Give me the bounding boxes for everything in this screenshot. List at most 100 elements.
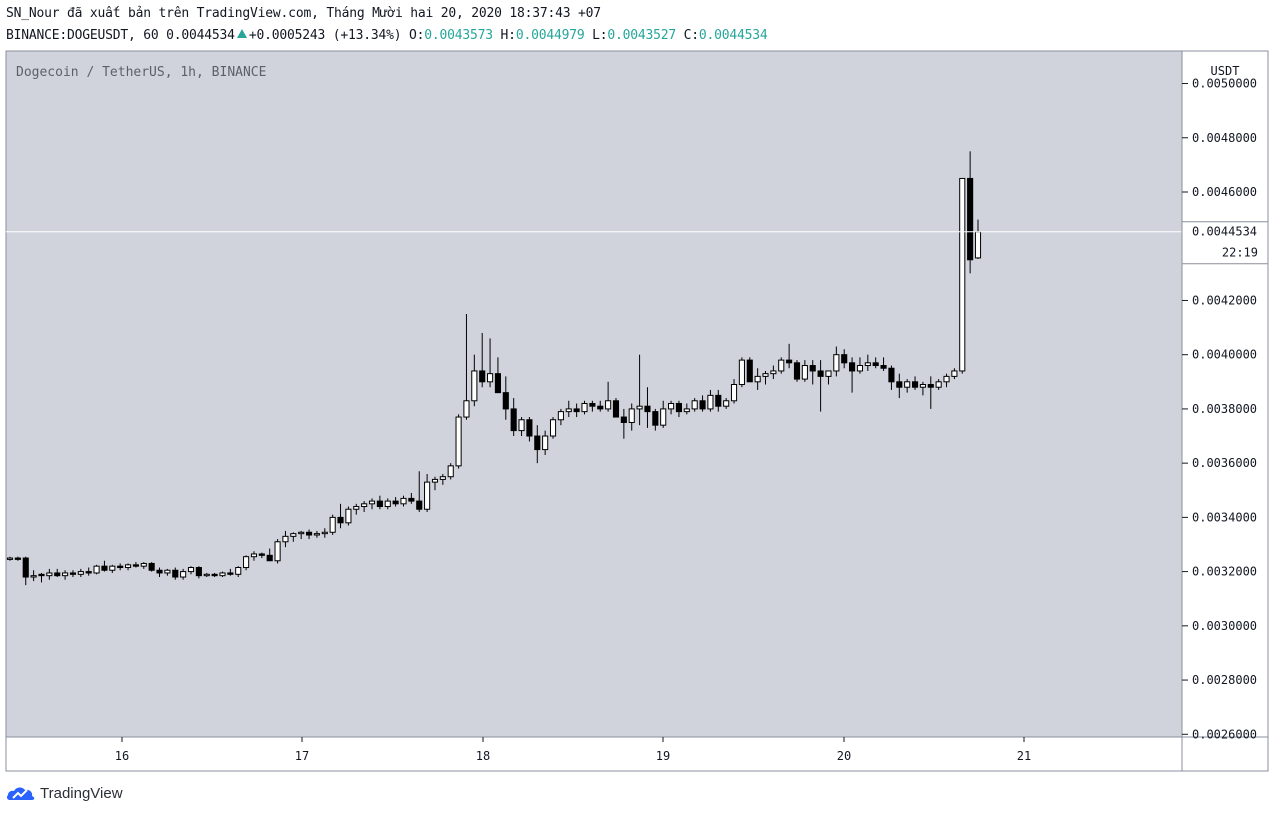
candle: [195, 566, 202, 579]
candle: [101, 560, 108, 572]
y-tick-label: 0.0040000: [1192, 348, 1257, 362]
candle: [455, 414, 462, 469]
candle-body: [172, 569, 179, 578]
candle-body: [376, 500, 383, 508]
candle-body: [290, 533, 297, 537]
candle-body: [817, 370, 824, 377]
candle: [911, 376, 919, 390]
candle: [510, 398, 517, 437]
candle: [809, 360, 816, 385]
candle-body: [565, 408, 572, 413]
open-value: 0.0043573: [424, 28, 493, 43]
candle: [329, 514, 336, 535]
candle-body: [30, 575, 37, 578]
candle: [69, 570, 77, 578]
candle-body: [38, 573, 45, 577]
candle: [290, 532, 297, 542]
candle: [518, 417, 525, 437]
candle-body: [400, 497, 407, 505]
candle: [156, 567, 163, 578]
x-tick-label: 17: [295, 749, 309, 763]
candle: [864, 354, 871, 371]
y-tick-label: 0.0046000: [1192, 185, 1257, 199]
candle: [494, 357, 501, 394]
candle-body: [589, 402, 596, 407]
candle: [337, 503, 344, 529]
candle-body: [313, 533, 320, 536]
candle: [967, 151, 974, 274]
candle: [817, 360, 824, 412]
candle-body: [337, 516, 344, 524]
candle-body: [274, 541, 281, 562]
candle: [959, 177, 966, 374]
candle: [298, 530, 305, 540]
candle-body: [628, 408, 635, 423]
axis-unit-label: USDT: [1211, 64, 1240, 78]
candle-body: [951, 370, 958, 377]
candle-body: [416, 500, 423, 510]
candle: [266, 548, 273, 562]
candle: [951, 368, 958, 380]
y-tick-label: 0.0038000: [1192, 402, 1257, 416]
candle-body: [841, 354, 848, 364]
candle: [62, 570, 69, 580]
price-axis[interactable]: [1181, 50, 1269, 738]
candle: [211, 572, 218, 578]
tradingview-logo[interactable]: TradingView: [6, 784, 123, 802]
candle: [109, 564, 116, 573]
candle-body: [801, 365, 808, 380]
candles: [6, 151, 982, 586]
candle-body: [101, 565, 108, 571]
candle: [872, 357, 879, 369]
candle: [463, 314, 470, 420]
candle: [431, 476, 439, 491]
candle: [542, 430, 549, 456]
candle: [361, 501, 368, 512]
candle-body: [927, 384, 934, 388]
candle-body: [715, 394, 722, 407]
candle-body: [180, 571, 187, 578]
candle: [243, 555, 250, 571]
last-price-label: 0.0044534: [1192, 225, 1257, 239]
candle-body: [573, 408, 580, 413]
candle-body: [542, 435, 549, 451]
candle: [896, 373, 903, 399]
candle: [581, 400, 588, 415]
y-tick-label: 0.0036000: [1192, 456, 1257, 470]
candle: [880, 357, 887, 371]
chart-pane[interactable]: [5, 50, 1183, 738]
axis-corner: [1181, 736, 1269, 772]
candle-body: [124, 564, 132, 569]
y-tick-label: 0.0032000: [1192, 565, 1257, 579]
candle: [376, 495, 383, 510]
candle-body: [904, 381, 911, 388]
y-axis-ticks: 0.00500000.00480000.00460000.00440000.00…: [1182, 77, 1257, 741]
candle-body: [644, 405, 651, 413]
candle-body: [463, 400, 470, 418]
candle-body: [935, 381, 942, 388]
candle-body: [911, 381, 919, 388]
candle: [565, 400, 572, 418]
candle-body: [140, 562, 147, 567]
candle: [30, 570, 37, 582]
candle-body: [132, 564, 139, 567]
candle-body: [77, 571, 84, 575]
candle-body: [864, 362, 871, 367]
candle: [124, 563, 132, 571]
candle-body: [746, 359, 753, 383]
candle-body: [109, 565, 116, 571]
candle: [730, 379, 738, 404]
time-axis[interactable]: [5, 736, 1183, 772]
candle: [148, 562, 155, 572]
candle: [140, 562, 147, 569]
y-tick-label: 0.0050000: [1192, 77, 1257, 91]
candle: [22, 556, 29, 586]
cloud-logo-icon: [6, 787, 35, 800]
candle-body: [187, 567, 195, 573]
candle: [345, 506, 352, 526]
y-tick-label: 0.0026000: [1192, 727, 1257, 741]
candle: [471, 354, 478, 407]
candle-body: [699, 400, 706, 410]
candle-body: [730, 384, 738, 402]
